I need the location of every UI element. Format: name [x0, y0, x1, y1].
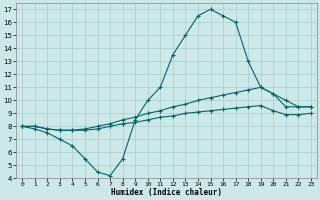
X-axis label: Humidex (Indice chaleur): Humidex (Indice chaleur) [111, 188, 222, 197]
